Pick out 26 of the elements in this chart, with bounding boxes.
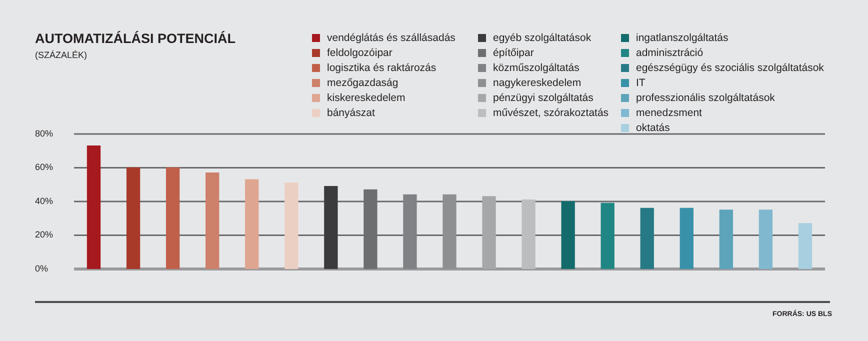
legend-label: egyéb szolgáltatások: [493, 32, 592, 44]
legend-label: művészet, szórakoztatás: [493, 106, 609, 118]
legend-label: egészségügy és szociális szolgáltatások: [636, 62, 824, 74]
legend-label: menedzsment: [636, 106, 702, 118]
chart-title: AUTOMATIZÁLÁSI POTENCIÁL: [35, 31, 236, 46]
y-tick-label: 80%: [35, 128, 54, 138]
legend-label: logisztika és raktározás: [327, 62, 436, 74]
legend-label: mezőgazdaság: [327, 76, 398, 88]
legend-label: vendéglátás és szállásadás: [327, 32, 456, 44]
y-tick-label: 0%: [35, 263, 48, 274]
y-tick-label: 20%: [35, 230, 54, 240]
y-tick-label: 60%: [35, 162, 54, 172]
y-tick-label: 40%: [35, 196, 54, 206]
legend-label: kiskereskedelem: [327, 92, 406, 104]
legend-label: professzionális szolgáltatások: [636, 92, 775, 104]
legend-label: adminisztráció: [636, 46, 704, 58]
legend-label: feldolgozóipar: [327, 46, 392, 58]
legend-label: IT: [636, 76, 646, 88]
legend-label: bányászat: [327, 106, 375, 118]
chart-subtitle: (SZÁZALÉK): [35, 50, 88, 60]
legend-label: építőipar: [493, 46, 534, 58]
legend-label: ingatlanszolgáltatás: [636, 32, 728, 44]
legend-label: oktatás: [636, 122, 670, 134]
legend-label: közműszolgáltatás: [493, 62, 580, 74]
legend-label: pénzügyi szolgáltatás: [493, 92, 594, 104]
legend-label: nagykereskedelem: [493, 76, 582, 88]
